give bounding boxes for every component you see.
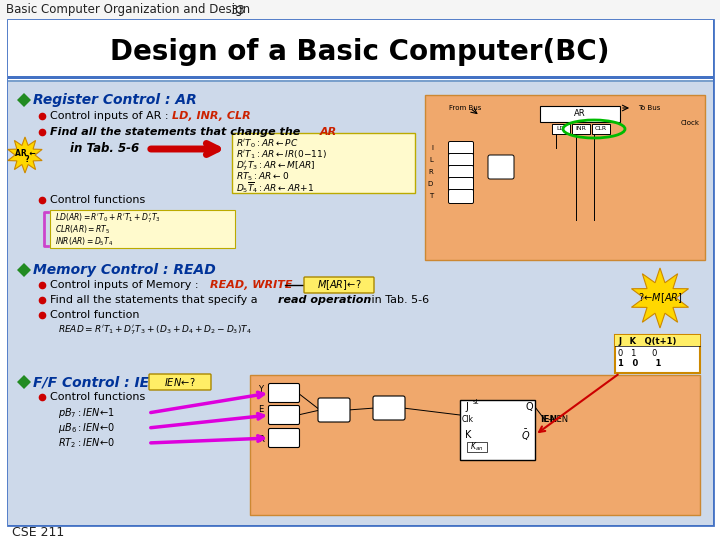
Text: 1   0      1: 1 0 1 [618,360,662,368]
Bar [50,210,235,248]
Bar [615,335,700,373]
Text: K: K [465,430,472,440]
Text: in Tab. 5-6: in Tab. 5-6 [368,295,429,305]
Text: E: E [258,406,264,415]
Bar [552,124,570,134]
Text: $\bar{Q}$: $\bar{Q}$ [521,428,531,442]
Text: LD, INR, CLR: LD, INR, CLR [172,111,251,121]
Text: $READ=R'T_1+D_7'T_3+(D_3+D_4+D_2-D_3)T_4$: $READ=R'T_1+D_7'T_3+(D_3+D_4+D_2-D_3)T_4… [58,323,252,337]
Polygon shape [17,93,31,107]
FancyBboxPatch shape [449,165,474,179]
Text: R: R [428,170,433,176]
FancyBboxPatch shape [449,190,474,204]
Text: Control functions: Control functions [50,195,145,205]
Text: $K_{an}$: $K_{an}$ [470,441,484,453]
Bar [425,95,705,260]
Text: J   K   Q(t+1): J K Q(t+1) [618,336,676,346]
Text: Basic Computer Organization and Design: Basic Computer Organization and Design [6,3,250,17]
Text: Find all the statements that specify a: Find all the statements that specify a [50,295,261,305]
Text: 33: 33 [230,3,245,17]
Text: $LD(AR)=R'T_0+R'T_1+D_7'T_3$: $LD(AR)=R'T_0+R'T_1+D_7'T_3$ [55,211,161,225]
Text: read operation: read operation [278,295,372,305]
Bar [232,133,415,193]
Bar [460,400,535,460]
Text: T: T [428,193,433,199]
Text: AR ←: AR ← [14,148,35,158]
Text: $RT_2:IEN\!\leftarrow\!0$: $RT_2:IEN\!\leftarrow\!0$ [58,436,115,450]
Text: Register Control : AR: Register Control : AR [33,93,197,107]
Text: F/F Control : IEN: F/F Control : IEN [33,375,161,389]
Text: CLR: CLR [595,126,607,132]
Bar [250,375,700,515]
Text: I: I [431,145,433,152]
Text: $D_7'T_3:AR \leftarrow M[AR]$: $D_7'T_3:AR \leftarrow M[AR]$ [236,159,315,173]
Text: J: J [465,402,468,412]
Text: Clk: Clk [462,415,474,424]
Text: Find all the statements that change the: Find all the statements that change the [50,127,304,137]
FancyBboxPatch shape [488,155,514,179]
Text: ?: ? [20,156,30,165]
Text: Clock: Clock [681,120,700,126]
Text: CSE 211: CSE 211 [12,526,64,539]
Text: From Bus: From Bus [449,105,481,111]
Text: →IEN: →IEN [548,415,569,424]
FancyBboxPatch shape [318,398,350,422]
Polygon shape [17,375,31,389]
FancyBboxPatch shape [449,153,474,167]
FancyBboxPatch shape [304,277,374,293]
Text: Control inputs of Memory :: Control inputs of Memory : [50,280,202,290]
FancyBboxPatch shape [449,141,474,156]
Text: $RT_5:AR \leftarrow 0$: $RT_5:AR \leftarrow 0$ [236,171,289,183]
FancyBboxPatch shape [149,374,211,390]
Text: To Bus: To Bus [638,105,660,111]
Bar [0,0,720,20]
FancyBboxPatch shape [373,396,405,420]
Text: $R'T_1:AR \leftarrow IR(0\!-\!11)$: $R'T_1:AR \leftarrow IR(0\!-\!11)$ [236,148,327,161]
Text: $D_5\overline{T}_4:AR \leftarrow AR\!+\!1$: $D_5\overline{T}_4:AR \leftarrow AR\!+\!… [236,181,315,195]
Text: Design of a Basic Computer(BC): Design of a Basic Computer(BC) [110,38,610,66]
Text: R: R [258,435,264,444]
Text: Control functions: Control functions [50,392,145,402]
Text: $pB_7:IEN\!\leftarrow\!1$: $pB_7:IEN\!\leftarrow\!1$ [58,406,115,420]
Text: st: st [473,399,480,405]
Text: $R'T_0:AR \leftarrow PC$: $R'T_0:AR \leftarrow PC$ [236,138,298,150]
FancyBboxPatch shape [449,178,474,192]
Text: 0   1      0: 0 1 0 [618,348,657,357]
Text: $INR(AR)=D_5T_4$: $INR(AR)=D_5T_4$ [55,236,113,248]
FancyBboxPatch shape [269,429,300,448]
Polygon shape [631,268,688,328]
Text: $\mu B_6:IEN\!\leftarrow\!0$: $\mu B_6:IEN\!\leftarrow\!0$ [58,421,115,435]
Text: D: D [428,181,433,187]
Bar [8,76,713,79]
Bar [8,82,713,525]
Text: $?\!\leftarrow\!M[AR]$: $?\!\leftarrow\!M[AR]$ [638,291,683,305]
Text: LD: LD [557,126,565,132]
Text: $IEN\!\leftarrow\!?$: $IEN\!\leftarrow\!?$ [164,376,196,388]
Bar [592,124,610,134]
Text: Control inputs of AR :: Control inputs of AR : [50,111,172,121]
Text: IEN: IEN [540,415,557,424]
Text: AR: AR [320,127,337,137]
Bar [8,80,713,82]
Bar [615,335,700,346]
Text: Memory Control : READ: Memory Control : READ [33,263,216,277]
Bar [540,106,620,122]
Text: Y: Y [258,386,263,395]
Text: AR: AR [574,110,586,118]
FancyBboxPatch shape [269,406,300,424]
Bar [8,20,713,80]
Text: READ, WRITE: READ, WRITE [210,280,292,290]
Bar [467,442,487,452]
Text: $M[AR]\!\leftarrow\!?$: $M[AR]\!\leftarrow\!?$ [317,278,361,292]
Polygon shape [17,263,31,277]
Text: L: L [429,158,433,164]
Bar [572,124,590,134]
Text: $CLR(AR)=RT_5$: $CLR(AR)=RT_5$ [55,224,111,237]
Text: Control function: Control function [50,310,140,320]
Polygon shape [8,137,42,173]
Text: INR: INR [575,126,586,132]
Text: in Tab. 5-6: in Tab. 5-6 [70,143,139,156]
FancyBboxPatch shape [269,383,300,402]
Text: Q: Q [525,402,533,412]
